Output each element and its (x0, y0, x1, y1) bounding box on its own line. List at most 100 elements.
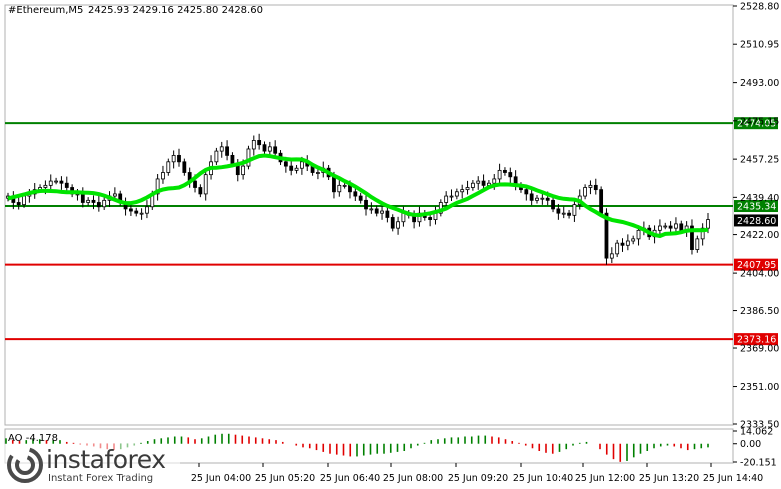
candle-body (342, 184, 347, 187)
candle-body (449, 195, 454, 198)
candle-body (267, 146, 272, 152)
candle-body (214, 150, 219, 163)
candle-body (289, 165, 294, 171)
ao-tick-label: -20.151 (740, 458, 777, 469)
brand-tagline: Instant Forex Trading (48, 473, 154, 484)
level-label: 2373.16 (737, 335, 776, 346)
candle-body (48, 180, 53, 186)
candle-body (540, 197, 545, 200)
candle-body (177, 154, 181, 163)
y-tick-label: 2457.25 (740, 155, 779, 166)
level-lines: 2474.05 2435.34 2407.95 2373.16 2428.60 (5, 117, 778, 346)
candle-body (80, 193, 85, 203)
candle-body (593, 184, 598, 191)
candle-body (668, 225, 673, 229)
candle-body (396, 221, 400, 229)
candle-body (631, 238, 636, 242)
candle-body (401, 212, 406, 223)
ao-tick-label: 14.062 (740, 427, 773, 438)
candle-body (492, 178, 497, 184)
instaforex-logo: instaforex Instant Forex Trading (2, 444, 180, 486)
candle-body (524, 189, 529, 195)
candle-body (358, 195, 363, 201)
brand-name: instaforex (46, 445, 166, 474)
level-label: 2407.95 (737, 260, 776, 271)
candle-body (241, 165, 246, 176)
candle-body (96, 202, 101, 208)
candle-body (658, 225, 662, 231)
candle-body (465, 187, 470, 191)
x-tick-label: 25 Jun 04:00 (191, 473, 251, 484)
candle-body (695, 238, 700, 250)
candle-body (225, 146, 229, 156)
candle-body (219, 146, 224, 152)
candle-body (508, 172, 513, 178)
candle-body (198, 187, 203, 195)
candle-body (166, 161, 171, 173)
candle-body (583, 187, 587, 197)
candle-body (246, 148, 251, 167)
candle-body (625, 240, 630, 246)
x-tick-label: 25 Jun 10:40 (513, 473, 573, 484)
candle-body (609, 253, 614, 259)
candle-body (129, 208, 133, 212)
candle-body (112, 193, 117, 197)
level-label: 2435.34 (737, 202, 776, 213)
candle-body (86, 199, 91, 203)
x-tick-label: 25 Jun 13:20 (639, 473, 699, 484)
candle-body (690, 225, 694, 250)
y-tick-label: 2475.15 (740, 116, 779, 127)
level-tag (734, 200, 778, 213)
candle-body (476, 180, 481, 184)
candle-body (299, 161, 304, 169)
level-label: 2474.05 (737, 119, 776, 130)
candle-body (444, 195, 449, 203)
candle-body (262, 144, 267, 152)
candle-body (193, 180, 197, 188)
candle-body (155, 178, 160, 195)
candle-body (64, 182, 69, 188)
candle-body (161, 172, 165, 180)
x-tick-label: 25 Jun 12:00 (575, 473, 635, 484)
candle-body (273, 146, 278, 154)
main-plot-frame (4, 4, 734, 426)
y-tick-label: 2404.00 (740, 269, 779, 280)
candle-body (16, 202, 21, 206)
candle-body (604, 212, 609, 259)
candle-body (620, 242, 625, 246)
candle-body (663, 225, 668, 228)
candle-body (700, 227, 705, 240)
y-tick-label: 2422.00 (740, 230, 779, 241)
candle-body (545, 197, 550, 201)
candle-body (257, 140, 262, 146)
candle-body (470, 182, 475, 188)
candle-body (294, 167, 299, 171)
candle-body (535, 197, 539, 201)
y-tick-label: 2351.00 (740, 382, 779, 393)
candle-body (674, 223, 678, 229)
candle-body (481, 180, 486, 186)
candle-body (59, 180, 64, 184)
y-tick-label: 2439.40 (740, 193, 779, 204)
time-axis: 25 Jun 04:00 25 Jun 05:20 25 Jun 06:40 25 J… (191, 463, 763, 484)
current-price-tag (734, 214, 778, 227)
candle-body (428, 217, 433, 221)
x-tick-label: 25 Jun 09:20 (448, 473, 508, 484)
candle-body (171, 154, 176, 163)
candle-body (454, 191, 459, 197)
current-price-label: 2428.60 (737, 216, 776, 227)
candle-body (380, 210, 384, 214)
candle-body (567, 212, 571, 216)
chart-symbol: #Ethereum,M5 (8, 5, 83, 16)
level-tag (734, 258, 778, 271)
candle-body (91, 199, 96, 203)
candle-body (529, 193, 534, 201)
candle-body (364, 199, 368, 210)
candle-body (43, 184, 48, 188)
ao-tick-label: 0.00 (740, 439, 761, 450)
candle-body (460, 189, 465, 193)
x-tick-label: 25 Jun 08:00 (383, 473, 443, 484)
candle-body (102, 199, 107, 208)
y-tick-label: 2333.50 (740, 420, 779, 431)
